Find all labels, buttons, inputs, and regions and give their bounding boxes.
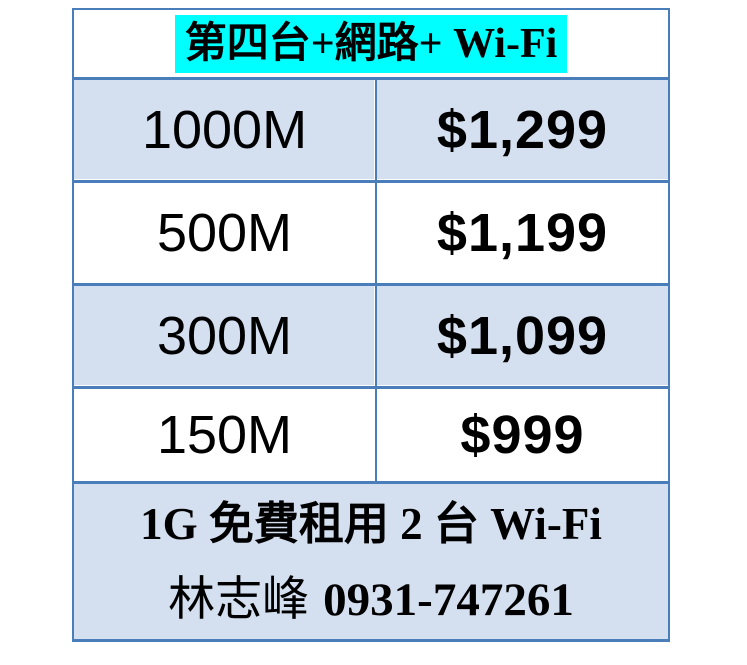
plan-row-300m: 300M $1,099 — [74, 283, 668, 386]
plan-row-1000m: 1000M $1,299 — [74, 77, 668, 180]
contact-name: 林志峰 — [168, 573, 310, 626]
table-footer: 1G 免費租用 2 台 Wi-Fi 林志峰 0931-747261 — [74, 481, 668, 639]
plan-price: $999 — [375, 389, 668, 481]
plan-row-150m: 150M $999 — [74, 386, 668, 481]
footer-offer-text: 1G 免費租用 2 台 Wi-Fi — [140, 498, 602, 549]
plan-price: $1,199 — [375, 183, 668, 283]
plan-row-500m: 500M $1,199 — [74, 180, 668, 283]
plan-price: $1,099 — [375, 286, 668, 386]
plan-speed: 300M — [74, 286, 375, 386]
plan-speed: 1000M — [74, 80, 375, 180]
table-header-row: 第四台+網路+ Wi-Fi — [74, 10, 668, 77]
contact-phone: 0931-747261 — [323, 573, 574, 626]
footer-contact: 林志峰 0931-747261 — [74, 562, 668, 638]
plan-price: $1,299 — [375, 80, 668, 180]
plan-speed: 150M — [74, 389, 375, 481]
table-title: 第四台+網路+ Wi-Fi — [174, 14, 568, 73]
price-table: 第四台+網路+ Wi-Fi 1000M $1,299 500M $1,199 3… — [72, 8, 670, 642]
plan-speed: 500M — [74, 183, 375, 283]
